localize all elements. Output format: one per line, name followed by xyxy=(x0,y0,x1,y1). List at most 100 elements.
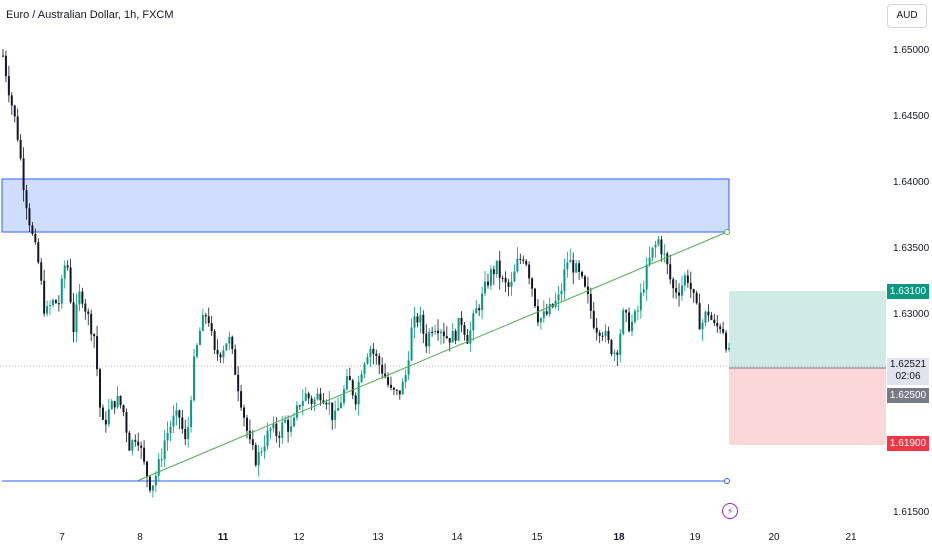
candle-body xyxy=(287,419,290,432)
candle-body xyxy=(222,350,225,358)
take-profit-zone[interactable] xyxy=(729,291,886,368)
candle-body xyxy=(337,408,340,411)
candle-body xyxy=(578,263,581,272)
candle-body xyxy=(725,332,728,350)
candle-body xyxy=(528,264,531,279)
x-tick-label: 20 xyxy=(768,532,780,543)
candle-body xyxy=(422,314,425,334)
candle-body xyxy=(728,347,730,350)
candle-body xyxy=(504,277,507,283)
candle-body xyxy=(254,444,257,466)
candle-body xyxy=(101,407,104,420)
candle-body xyxy=(431,332,434,334)
candle-body xyxy=(37,242,40,263)
candle-body xyxy=(234,349,237,375)
candle-body xyxy=(248,430,251,440)
candle-body xyxy=(34,233,37,243)
candle-body xyxy=(96,336,99,370)
candle-body xyxy=(104,419,107,425)
candle-body xyxy=(592,310,595,328)
candle-body xyxy=(263,446,266,452)
candle-body xyxy=(704,311,707,323)
candle-body xyxy=(140,445,143,448)
candle-body xyxy=(43,280,46,314)
candle-body xyxy=(319,393,322,401)
candle-body xyxy=(689,282,692,290)
candle-body xyxy=(642,289,645,293)
candle-body xyxy=(531,278,534,289)
candle-body xyxy=(128,432,131,451)
candle-body xyxy=(237,374,240,392)
candle-body xyxy=(313,399,316,405)
candle-body xyxy=(69,267,72,303)
candle-body xyxy=(231,336,234,350)
candle-body xyxy=(225,343,228,351)
candle-body xyxy=(683,275,686,286)
candle-body xyxy=(178,410,181,418)
currency-selector[interactable]: AUD xyxy=(887,4,927,28)
candle-body xyxy=(686,275,689,283)
candle-body xyxy=(501,277,504,279)
candle-body xyxy=(322,400,325,404)
candle-body xyxy=(131,440,134,451)
stop-loss-zone[interactable] xyxy=(729,368,886,445)
candle-body xyxy=(354,395,357,405)
candle-body xyxy=(75,304,78,333)
candle-body xyxy=(266,430,269,447)
candle-body xyxy=(475,308,478,314)
candle-body xyxy=(49,305,52,307)
candle-body xyxy=(598,332,601,336)
candle-body xyxy=(398,390,401,395)
candle-body xyxy=(245,417,248,431)
support-line-handle[interactable] xyxy=(724,478,730,484)
candle-body xyxy=(454,330,457,341)
trendline-handle[interactable] xyxy=(724,229,730,235)
candle-body xyxy=(566,262,569,270)
candle-body xyxy=(536,306,539,323)
x-tick-label: 21 xyxy=(845,532,857,543)
candle-body xyxy=(581,271,584,277)
candle-body xyxy=(381,364,384,374)
candle-body xyxy=(213,331,216,350)
candle-body xyxy=(272,423,275,429)
candle-body xyxy=(66,265,69,268)
candle-body xyxy=(722,329,725,333)
lightning-icon[interactable]: ⚡ xyxy=(722,503,738,519)
candle-body xyxy=(369,349,372,358)
candle-body xyxy=(539,318,542,323)
trendline[interactable] xyxy=(136,231,728,482)
candle-body xyxy=(4,55,7,77)
candle-body xyxy=(442,331,445,337)
candle-body xyxy=(210,323,213,332)
candle-body xyxy=(445,336,448,339)
candle-body xyxy=(310,398,313,405)
candle-body xyxy=(40,262,43,281)
candle-body xyxy=(631,321,634,332)
candle-body xyxy=(93,334,96,337)
candle-body xyxy=(407,360,410,375)
candle-body xyxy=(278,435,281,438)
candle-body xyxy=(375,353,378,356)
candle-body xyxy=(328,402,331,405)
candle-body xyxy=(304,393,307,401)
candle-body xyxy=(595,327,598,333)
candle-body xyxy=(345,376,348,390)
candle-body xyxy=(678,292,681,296)
candle-body xyxy=(175,410,178,416)
candle-body xyxy=(301,400,304,406)
time-axis[interactable]: 7 8 11 12 13 14 15 18 19 20 21 xyxy=(59,532,857,543)
candle-body xyxy=(542,311,545,319)
candle-body xyxy=(360,374,363,382)
candle-body xyxy=(434,330,437,333)
current-price-label: 1.62521 02:06 xyxy=(887,358,929,385)
candle-body xyxy=(416,316,419,323)
candle-body xyxy=(10,95,13,106)
candle-body xyxy=(201,314,204,331)
candle-body xyxy=(701,322,704,330)
candle-body xyxy=(389,384,392,388)
resistance-zone[interactable] xyxy=(1,178,730,233)
y-tick-label: 1.65000 xyxy=(893,45,930,56)
candle-body xyxy=(439,331,442,334)
candle-body xyxy=(290,426,293,432)
